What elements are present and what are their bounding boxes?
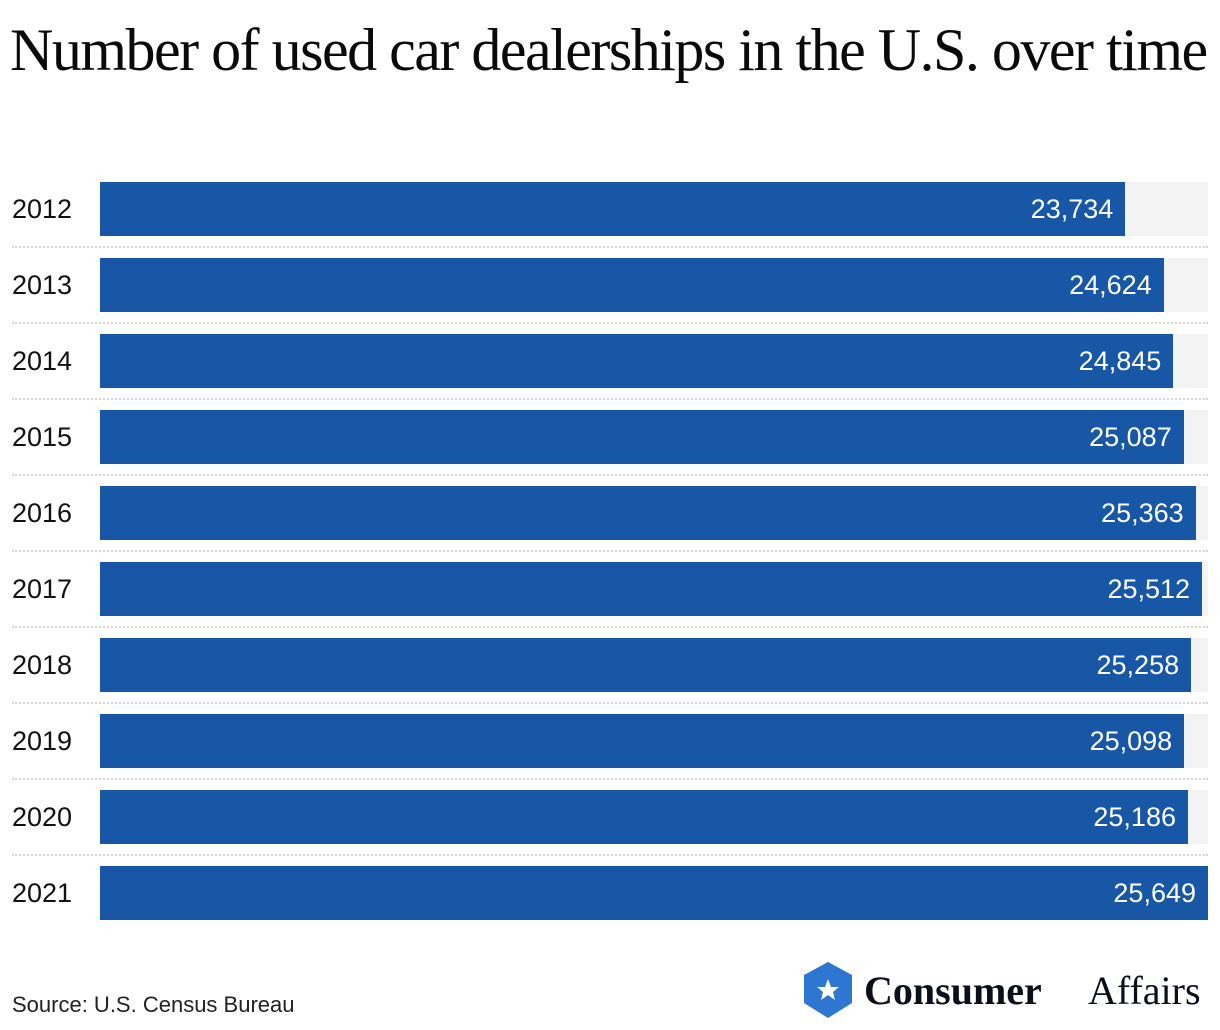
category-label: 2012 xyxy=(12,194,73,224)
bar-row: 2021 25,649 xyxy=(0,866,1208,920)
bar-row: 2017 25,512 xyxy=(0,562,1208,616)
bar-track: 25,258 xyxy=(100,638,1208,692)
data-label: 25,087 xyxy=(1089,422,1172,452)
data-label: 25,512 xyxy=(1107,574,1191,604)
chart-title: Number of used car dealerships in the U.… xyxy=(10,17,1208,83)
row-divider xyxy=(12,702,1208,704)
data-label: 25,363 xyxy=(1101,498,1184,528)
data-label: 24,624 xyxy=(1069,270,1152,300)
row-divider xyxy=(12,854,1208,856)
bar: 24,624 xyxy=(100,258,1164,312)
category-label: 2015 xyxy=(12,422,73,452)
data-label: 25,186 xyxy=(1093,802,1176,832)
category-label: 2019 xyxy=(12,726,73,756)
bar-track: 25,186 xyxy=(100,790,1208,844)
bar-track: 23,734 xyxy=(100,182,1208,236)
category-label: 2020 xyxy=(12,802,73,832)
category-label: 2013 xyxy=(12,270,73,300)
row-divider xyxy=(12,778,1208,780)
data-label: 25,098 xyxy=(1089,726,1173,756)
category-label: 2016 xyxy=(12,498,73,528)
row-divider xyxy=(12,246,1208,248)
bar-row: 2015 25,087 xyxy=(0,410,1208,464)
bar: 25,512 xyxy=(100,562,1203,616)
bar-track: 25,087 xyxy=(100,410,1208,464)
row-divider xyxy=(12,398,1208,400)
category-label: 2018 xyxy=(12,650,73,680)
bar: 25,363 xyxy=(100,486,1196,540)
svg-text:Affairs: Affairs xyxy=(1088,968,1201,1013)
bar-track: 25,512 xyxy=(100,562,1208,616)
data-label: 25,258 xyxy=(1096,650,1180,680)
row-divider xyxy=(12,550,1208,552)
bar-row: 2014 24,845 xyxy=(0,334,1208,388)
row-divider xyxy=(12,626,1208,628)
bar: 25,258 xyxy=(100,638,1192,692)
bar: 24,845 xyxy=(100,334,1174,388)
svg-text:Consumer: Consumer xyxy=(864,968,1042,1013)
bar: 25,087 xyxy=(100,410,1184,464)
bar-track: 25,649 xyxy=(100,866,1208,920)
bar: 25,098 xyxy=(100,714,1185,768)
row-divider xyxy=(12,474,1208,476)
bar-track: 24,845 xyxy=(100,334,1208,388)
category-label: 2021 xyxy=(12,878,73,908)
row-divider xyxy=(12,322,1208,324)
category-label: 2014 xyxy=(12,346,73,376)
bar: 25,649 xyxy=(100,866,1208,920)
bar: 25,186 xyxy=(100,790,1188,844)
bar-track: 25,363 xyxy=(100,486,1208,540)
bar-row: 2012 23,734 xyxy=(0,182,1208,236)
bar: 23,734 xyxy=(100,182,1126,236)
consumeraffairs-logo: Consumer Affairs xyxy=(804,962,1201,1018)
data-label: 25,649 xyxy=(1113,878,1196,908)
source-note: Source: U.S. Census Bureau xyxy=(12,992,295,1017)
bar-row: 2018 25,258 xyxy=(0,638,1208,692)
data-label: 23,734 xyxy=(1030,194,1114,224)
bar-row: 2016 25,363 xyxy=(0,486,1208,540)
category-label: 2017 xyxy=(12,574,73,604)
bar-row: 2020 25,186 xyxy=(0,790,1208,844)
bar-track: 24,624 xyxy=(100,258,1208,312)
bar-row: 2013 24,624 xyxy=(0,258,1208,312)
bar-row: 2019 25,098 xyxy=(0,714,1208,768)
data-label: 24,845 xyxy=(1078,346,1162,376)
bar-track: 25,098 xyxy=(100,714,1208,768)
